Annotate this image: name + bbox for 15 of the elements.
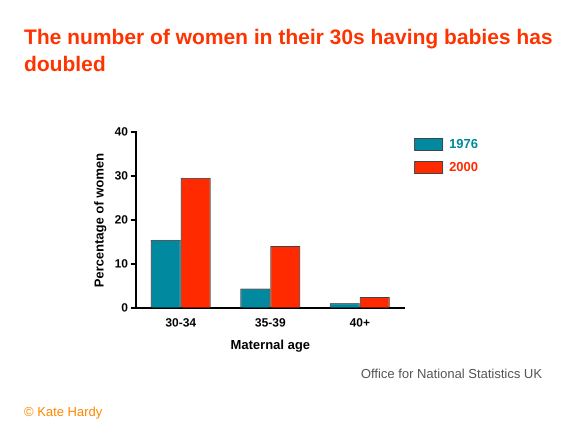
y-tick-label: 40: [114, 124, 128, 139]
legend-label: 1976: [449, 136, 478, 152]
text: © Kate Hardy: [24, 404, 102, 419]
legend-label: 2000: [449, 159, 478, 174]
x-axis-title: Maternal age: [230, 336, 310, 352]
x-tick-label: 40+: [350, 316, 370, 330]
y-tick-label: 10: [114, 256, 128, 270]
chart-title: The number of women in their 30s having babies has doubled: [24, 25, 554, 78]
y-tick-label: 0: [121, 300, 128, 314]
y-tick-label: 20: [114, 212, 128, 226]
text: Office for National Statistics UK: [360, 366, 542, 381]
y-tick-label: 30: [114, 168, 128, 182]
y-axis-title: Percentage of women: [91, 152, 106, 288]
x-tick-label: 35-39: [254, 316, 286, 330]
x-tick-label: 30-34: [165, 316, 196, 330]
